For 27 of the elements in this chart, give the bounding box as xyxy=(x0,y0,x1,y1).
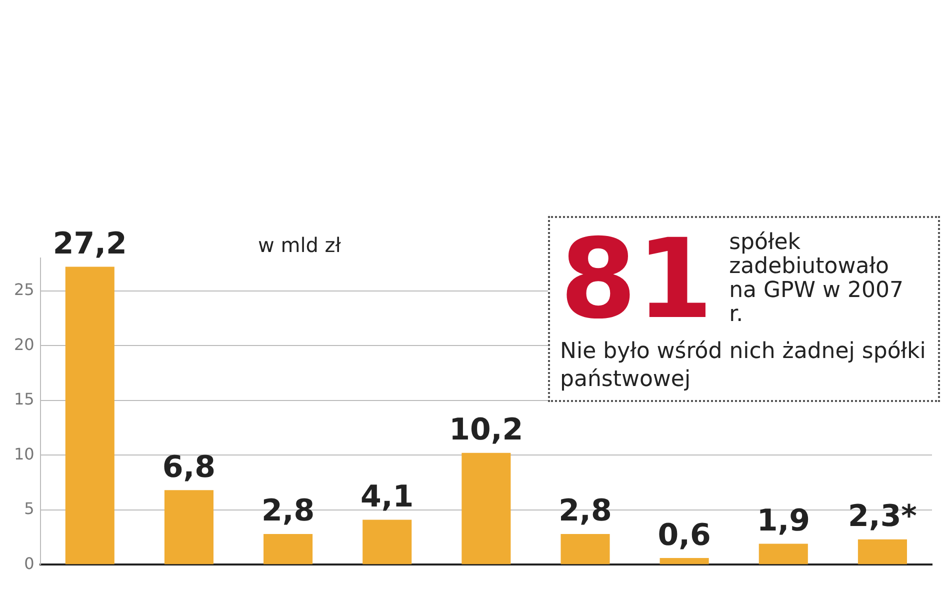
data-label: 6,8 xyxy=(162,450,216,485)
y-tick-label: 25 xyxy=(14,280,34,300)
y-tick-label: 5 xyxy=(24,499,34,518)
bar xyxy=(660,558,709,564)
data-label: 0,6 xyxy=(658,518,711,553)
bar xyxy=(362,520,412,564)
bar xyxy=(164,490,214,564)
y-tick-label: 10 xyxy=(14,444,34,464)
bar xyxy=(858,539,907,564)
bar xyxy=(264,534,313,564)
annotation: Nie było wśród nich żadnej spółki państwowej xyxy=(560,338,927,394)
data-label: 27,2 xyxy=(52,226,127,262)
bar xyxy=(462,452,511,564)
data-label: 4,1 xyxy=(360,480,414,514)
data-label: 2,8 xyxy=(261,494,315,529)
data-label: 1,9 xyxy=(756,504,810,539)
bar xyxy=(560,534,610,564)
data-label: 2,3* xyxy=(848,499,918,534)
y-tick-label: 20 xyxy=(14,334,34,354)
y-tick-label: 0 xyxy=(24,554,34,573)
annotation: spółek zadebiutowało na GPW w 2007 r. xyxy=(729,230,905,327)
bar xyxy=(758,544,808,564)
text: w mld zł xyxy=(258,233,341,257)
y-tick-label: 15 xyxy=(14,390,34,409)
data-label: 2,8 xyxy=(558,494,612,529)
data-label: 10,2 xyxy=(449,412,524,448)
bar xyxy=(65,266,114,564)
